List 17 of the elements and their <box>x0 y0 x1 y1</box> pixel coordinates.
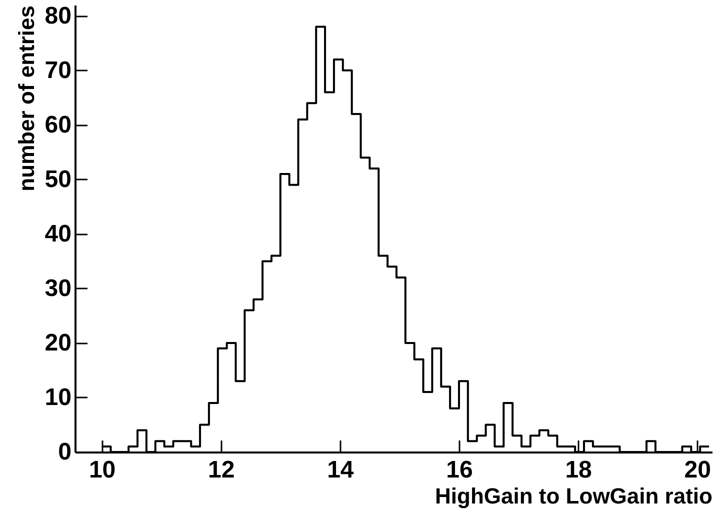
y-tick-label: 50 <box>44 166 72 193</box>
x-tick-label: 10 <box>88 456 116 484</box>
x-tick-label: 14 <box>327 456 354 484</box>
y-tick-label: 20 <box>44 329 72 356</box>
y-axis-title: number of entries <box>14 6 39 192</box>
x-tick-label: 18 <box>565 456 592 484</box>
y-tick-label: 70 <box>44 56 72 84</box>
y-tick-label: 60 <box>44 111 72 138</box>
x-axis-title: HighGain to LowGain ratio <box>435 484 712 508</box>
y-tick-label: 10 <box>44 384 72 411</box>
x-tick-label: 16 <box>446 456 473 484</box>
y-tick-label: 30 <box>44 274 72 302</box>
x-tick-label: 20 <box>684 456 711 484</box>
y-tick-label: 40 <box>44 220 72 248</box>
y-tick-label: 0 <box>58 438 72 466</box>
y-tick-label: 80 <box>44 2 72 30</box>
x-tick-label: 12 <box>208 456 235 484</box>
